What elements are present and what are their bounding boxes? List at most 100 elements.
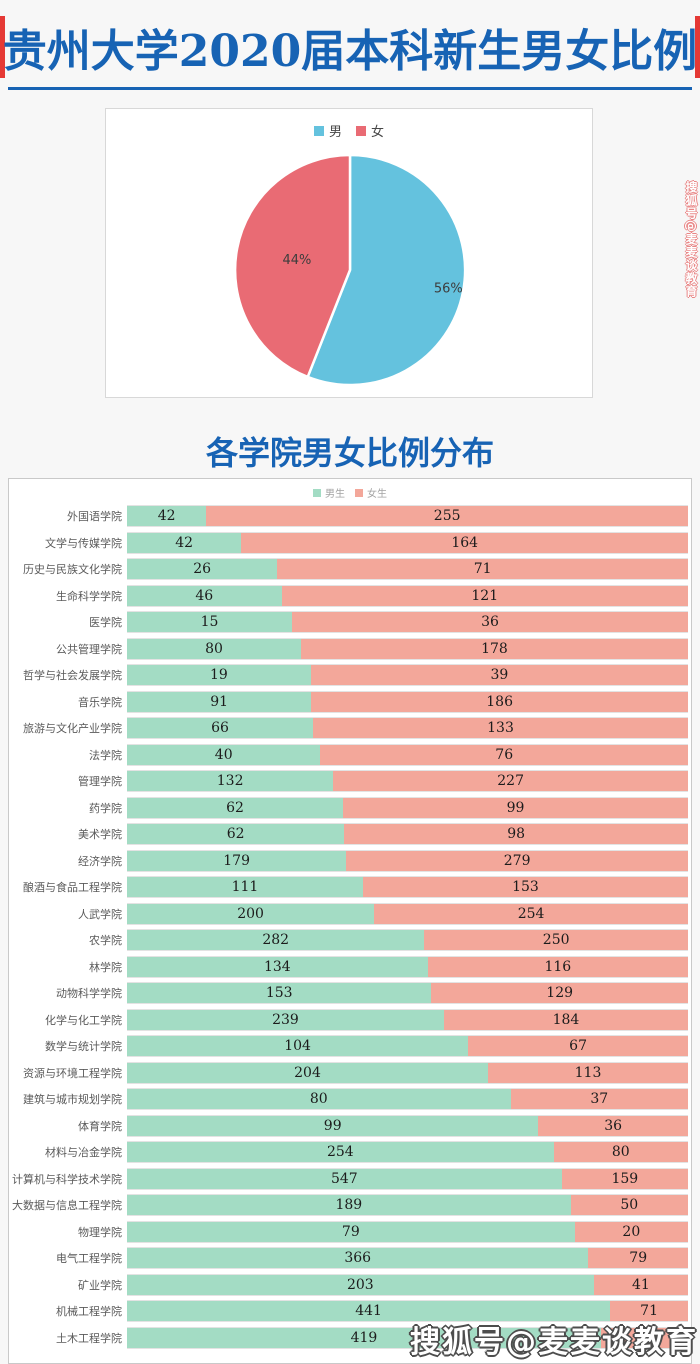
bar-track: 132 227 <box>127 770 688 793</box>
female-bar-segment: 36 <box>292 612 688 633</box>
bar-legend-female-label: 女生 <box>367 489 387 500</box>
red-accent-left <box>0 16 5 78</box>
bar-row: 材料与冶金学院 254 80 <box>9 1139 688 1166</box>
bar-row: 土木工程学院 419 77 <box>9 1325 688 1352</box>
bar-row: 药学院 62 99 <box>9 795 688 822</box>
college-label: 动物科学学院 <box>56 987 122 1001</box>
female-bar-segment: 80 <box>553 1142 688 1163</box>
male-bar-segment: 40 <box>127 744 321 765</box>
bar-row: 生命科学学院 46 121 <box>9 583 688 610</box>
bar-track: 134 116 <box>127 955 688 978</box>
bar-row: 人武学院 200 254 <box>9 901 688 928</box>
college-label: 文学与传媒学院 <box>45 536 122 550</box>
male-bar-segment: 441 <box>127 1301 611 1322</box>
bar-track: 79 20 <box>127 1220 688 1243</box>
bar-track: 203 41 <box>127 1273 688 1296</box>
bar-row: 计算机与科学技术学院 547 159 <box>9 1166 688 1193</box>
male-bar-segment: 111 <box>127 877 363 898</box>
bar-track: 42 255 <box>127 505 688 528</box>
college-label: 美术学院 <box>78 828 122 842</box>
bar-row: 物理学院 79 20 <box>9 1219 688 1246</box>
female-bar-segment: 98 <box>344 824 688 845</box>
bar-track: 104 67 <box>127 1035 688 1058</box>
pie-legend: 男 女 <box>106 121 592 140</box>
female-bar-segment: 186 <box>311 691 688 712</box>
bar-track: 80 37 <box>127 1088 688 1111</box>
female-bar-segment: 113 <box>488 1062 688 1083</box>
college-label: 法学院 <box>89 748 122 762</box>
female-bar-segment: 279 <box>346 850 688 871</box>
male-bar-segment: 46 <box>127 585 282 606</box>
bar-row: 管理学院 132 227 <box>9 768 688 795</box>
female-bar-segment: 50 <box>570 1195 688 1216</box>
bar-legend: 男生 女生 <box>9 485 691 500</box>
bar-track: 62 98 <box>127 823 688 846</box>
male-legend-swatch-icon <box>313 125 324 136</box>
male-students-legend-swatch-icon <box>313 488 321 497</box>
bar-row: 机械工程学院 441 71 <box>9 1298 688 1325</box>
bar-track: 111 153 <box>127 876 688 899</box>
male-bar-segment: 104 <box>127 1036 469 1057</box>
female-bar-segment: 227 <box>333 771 688 792</box>
title-underline <box>8 87 692 90</box>
college-label: 资源与环境工程学院 <box>23 1066 122 1080</box>
bar-row: 哲学与社会发展学院 19 39 <box>9 662 688 689</box>
bar-legend-male-label: 男生 <box>325 489 345 500</box>
female-bar-segment: 77 <box>600 1327 688 1348</box>
college-label: 物理学院 <box>78 1225 122 1239</box>
watermark-top-right: 搜狐号@麦麦谈教育 <box>684 181 698 298</box>
female-bar-segment: 184 <box>443 1009 688 1030</box>
female-bar-segment: 37 <box>510 1089 688 1110</box>
bar-track: 42 164 <box>127 531 688 554</box>
college-label: 机械工程学院 <box>56 1305 122 1319</box>
pie-data-label: 44% <box>282 253 311 268</box>
bar-row: 矿业学院 203 41 <box>9 1272 688 1299</box>
female-bar-segment: 76 <box>320 744 688 765</box>
female-bar-segment: 164 <box>241 532 688 553</box>
male-bar-segment: 26 <box>127 559 278 580</box>
bar-track: 80 178 <box>127 637 688 660</box>
bar-track: 419 77 <box>127 1326 688 1349</box>
college-label: 大数据与信息工程学院 <box>12 1199 122 1213</box>
bar-track: 200 254 <box>127 902 688 925</box>
male-bar-segment: 42 <box>127 506 207 527</box>
pie-legend-item-female: 女 <box>356 121 384 140</box>
bar-track: 99 36 <box>127 1114 688 1137</box>
bar-row: 数学与统计学院 104 67 <box>9 1033 688 1060</box>
bar-legend-item-female: 女生 <box>355 485 387 500</box>
female-bar-segment: 250 <box>424 930 688 951</box>
female-legend-swatch-icon <box>356 125 366 136</box>
bar-row: 酿酒与食品工程学院 111 153 <box>9 874 688 901</box>
male-bar-segment: 42 <box>127 532 242 553</box>
male-bar-segment: 132 <box>127 771 334 792</box>
male-bar-segment: 15 <box>127 612 292 633</box>
bar-row: 医学院 15 36 <box>9 609 688 636</box>
college-label: 公共管理学院 <box>56 642 122 656</box>
bar-row: 建筑与城市规划学院 80 37 <box>9 1086 688 1113</box>
bar-row: 法学院 40 76 <box>9 742 688 769</box>
male-bar-segment: 99 <box>127 1115 539 1136</box>
female-bar-segment: 71 <box>277 559 688 580</box>
female-bar-segment: 116 <box>427 956 688 977</box>
college-label: 林学院 <box>89 960 122 974</box>
male-bar-segment: 419 <box>127 1327 601 1348</box>
section-title: 各学院男女比例分布 <box>205 434 494 472</box>
male-bar-segment: 200 <box>127 903 375 924</box>
female-bar-segment: 20 <box>574 1221 688 1242</box>
college-label: 矿业学院 <box>78 1278 122 1292</box>
female-bar-segment: 129 <box>431 983 688 1004</box>
male-bar-segment: 62 <box>127 824 345 845</box>
bar-row: 动物科学学院 153 129 <box>9 980 688 1007</box>
bar-row: 农学院 282 250 <box>9 927 688 954</box>
male-bar-segment: 80 <box>127 638 301 659</box>
bar-row: 资源与环境工程学院 204 113 <box>9 1060 688 1087</box>
bar-track: 366 79 <box>127 1247 688 1270</box>
bar-track: 19 39 <box>127 664 688 687</box>
female-bar-segment: 79 <box>588 1248 688 1269</box>
bar-track: 179 279 <box>127 849 688 872</box>
college-label: 旅游与文化产业学院 <box>23 722 122 736</box>
male-bar-segment: 153 <box>127 983 432 1004</box>
bar-row: 历史与民族文化学院 26 71 <box>9 556 688 583</box>
bar-row: 化学与化工学院 239 184 <box>9 1007 688 1034</box>
male-bar-segment: 282 <box>127 930 425 951</box>
